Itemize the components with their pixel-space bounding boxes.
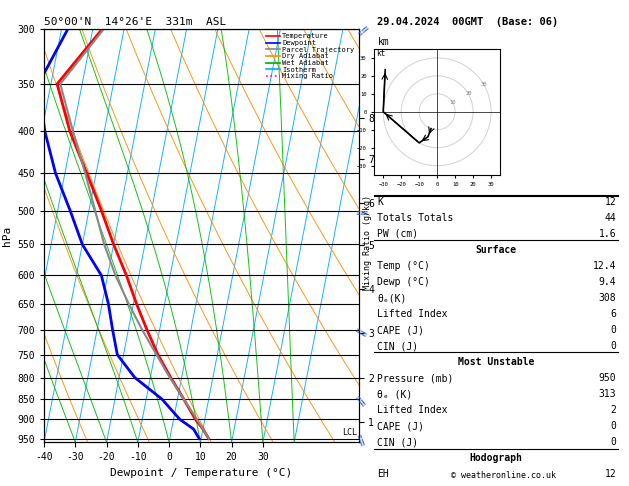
Text: 2: 2: [611, 405, 616, 416]
Text: PW (cm): PW (cm): [377, 229, 418, 239]
Text: Totals Totals: Totals Totals: [377, 213, 454, 223]
Text: 6: 6: [611, 309, 616, 319]
Text: Dewp (°C): Dewp (°C): [377, 277, 430, 287]
Text: 0: 0: [611, 325, 616, 335]
Text: kt: kt: [376, 49, 386, 58]
Text: ≡≡≡: ≡≡≡: [355, 23, 369, 35]
Text: ≡≡≡: ≡≡≡: [355, 324, 369, 336]
Text: CIN (J): CIN (J): [377, 437, 418, 448]
Text: 308: 308: [599, 293, 616, 303]
Legend: Temperature, Dewpoint, Parcel Trajectory, Dry Adiabat, Wet Adiabat, Isotherm, Mi: Temperature, Dewpoint, Parcel Trajectory…: [265, 33, 355, 80]
Text: Surface: Surface: [476, 245, 517, 255]
Text: ≡≡≡: ≡≡≡: [357, 432, 367, 446]
Text: Mixing Ratio (g/kg): Mixing Ratio (g/kg): [364, 195, 372, 291]
Text: 0: 0: [611, 341, 616, 351]
Text: 30: 30: [481, 82, 487, 87]
Text: 12: 12: [604, 197, 616, 207]
Text: LCL: LCL: [343, 428, 358, 437]
Text: θₑ (K): θₑ (K): [377, 389, 413, 399]
Text: Lifted Index: Lifted Index: [377, 309, 448, 319]
Text: Hodograph: Hodograph: [470, 453, 523, 464]
Text: Lifted Index: Lifted Index: [377, 405, 448, 416]
Text: 950: 950: [599, 373, 616, 383]
Y-axis label: km
ASL: km ASL: [375, 37, 392, 59]
Text: 0: 0: [611, 421, 616, 432]
Text: Pressure (mb): Pressure (mb): [377, 373, 454, 383]
Text: CAPE (J): CAPE (J): [377, 325, 425, 335]
Text: ≡≡≡: ≡≡≡: [355, 392, 368, 406]
Text: 313: 313: [599, 389, 616, 399]
Text: 20: 20: [465, 91, 472, 96]
Text: 9.4: 9.4: [599, 277, 616, 287]
Text: 29.04.2024  00GMT  (Base: 06): 29.04.2024 00GMT (Base: 06): [377, 17, 559, 27]
Text: ≡≡≡: ≡≡≡: [355, 208, 368, 213]
Text: Temp (°C): Temp (°C): [377, 261, 430, 271]
Text: 44: 44: [604, 213, 616, 223]
Text: © weatheronline.co.uk: © weatheronline.co.uk: [451, 471, 555, 480]
Text: K: K: [377, 197, 383, 207]
Text: 50°00'N  14°26'E  331m  ASL: 50°00'N 14°26'E 331m ASL: [44, 17, 226, 27]
Text: 12.4: 12.4: [593, 261, 616, 271]
Text: 0: 0: [611, 437, 616, 448]
Text: Most Unstable: Most Unstable: [458, 357, 535, 367]
Text: EH: EH: [377, 469, 389, 480]
Text: 12: 12: [604, 469, 616, 480]
Text: 10: 10: [450, 100, 456, 105]
Y-axis label: hPa: hPa: [2, 226, 12, 246]
X-axis label: Dewpoint / Temperature (°C): Dewpoint / Temperature (°C): [110, 468, 292, 478]
Text: CAPE (J): CAPE (J): [377, 421, 425, 432]
Text: 1.6: 1.6: [599, 229, 616, 239]
Text: θₑ(K): θₑ(K): [377, 293, 407, 303]
Text: CIN (J): CIN (J): [377, 341, 418, 351]
